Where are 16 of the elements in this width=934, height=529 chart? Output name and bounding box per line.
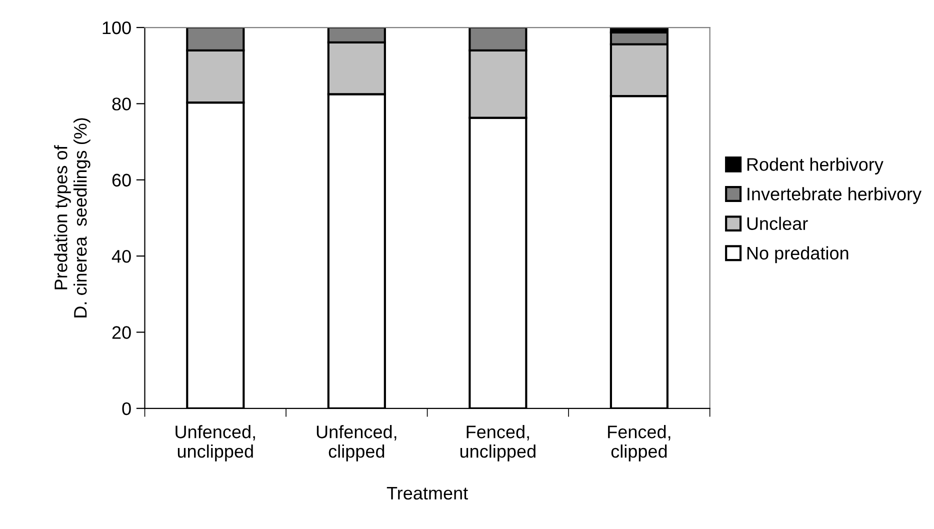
x-tick-label: Fenced, clipped — [608, 425, 670, 462]
x-tick-label: Unfenced, unclipped — [176, 425, 255, 462]
x-tick-label: Fenced, unclipped — [460, 425, 536, 462]
y-tick-label: 100 — [102, 21, 131, 34]
legend-label: Invertebrate herbivory — [748, 187, 922, 204]
y-tick-label: 40 — [112, 250, 131, 263]
x-tick-label: Unfenced, clipped — [316, 425, 396, 462]
y-tick-label: 60 — [112, 174, 131, 187]
legend-label: Unclear — [747, 216, 808, 230]
y-tick-label: 20 — [112, 326, 131, 339]
legend-label: No predation — [747, 246, 848, 264]
y-tick-label: 80 — [112, 98, 131, 110]
y-axis-title: Predation types of D. cinerea seedlings (%) — [54, 118, 90, 318]
x-axis-title: Treatment — [386, 486, 468, 500]
y-tick-label: 0 — [122, 402, 131, 416]
legend-label: Rodent herbivory — [747, 158, 884, 174]
